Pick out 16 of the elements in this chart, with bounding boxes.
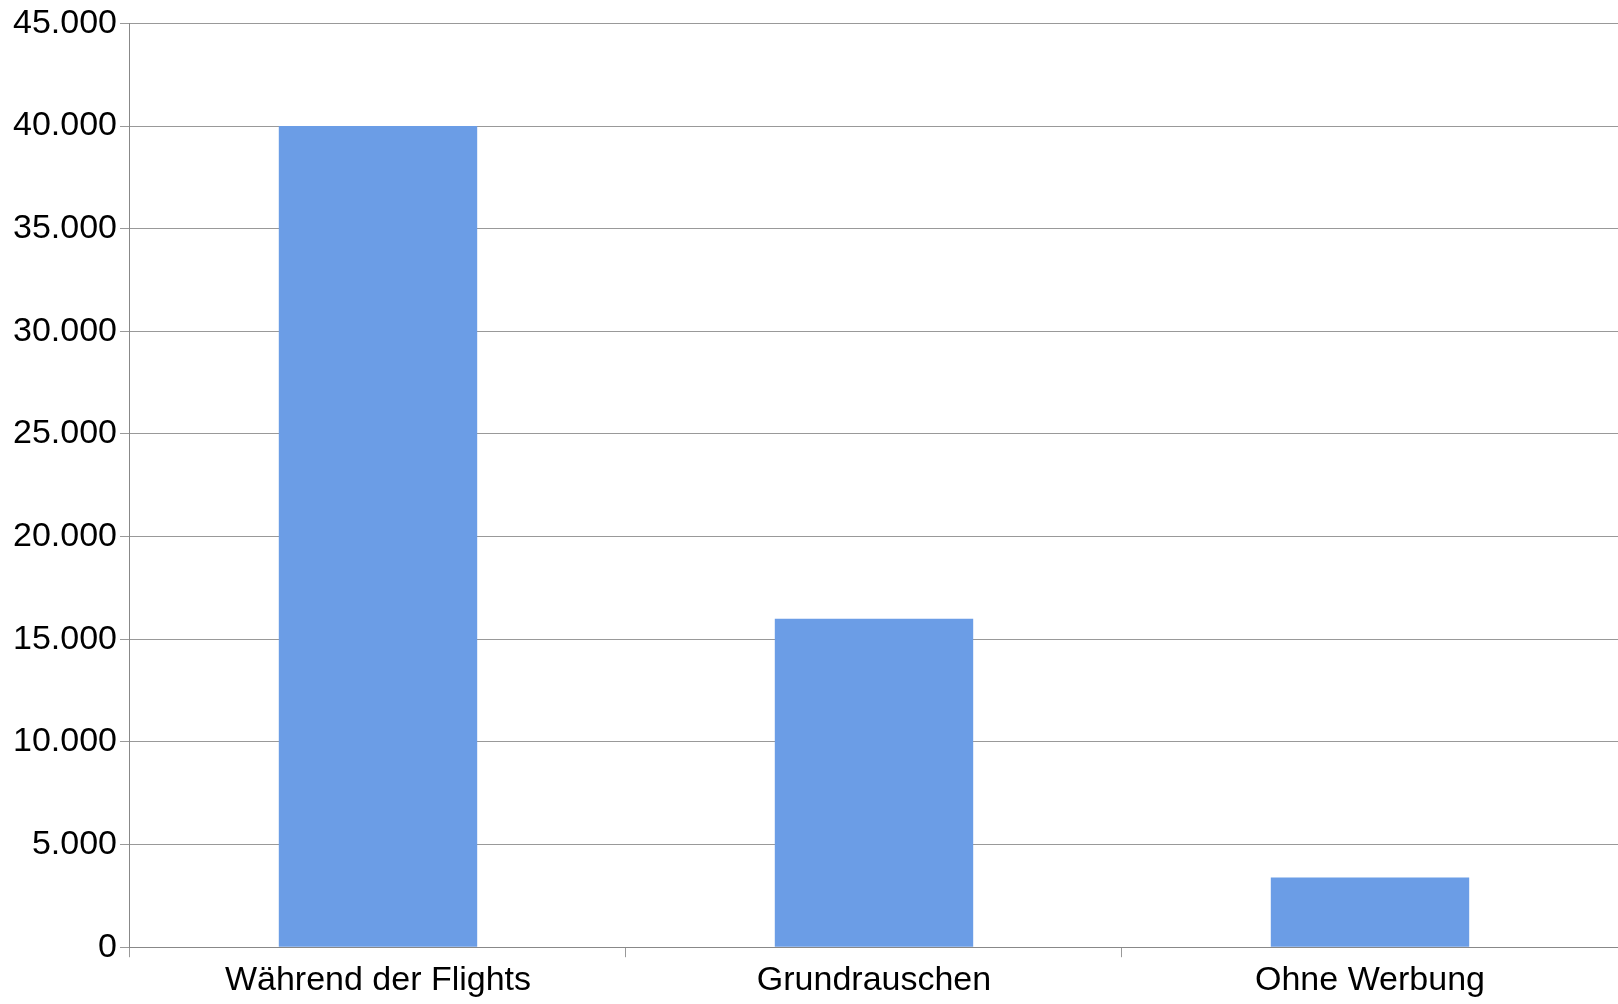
y-tick-label: 45.000 <box>12 1 117 40</box>
x-tick-label: Während der Flights <box>224 958 532 997</box>
y-tick-label: 35.000 <box>12 207 117 246</box>
y-tick-label: 40.000 <box>12 104 117 143</box>
y-tick-label: 20.000 <box>12 515 117 553</box>
y-tick-label: 25.000 <box>12 412 117 451</box>
y-tick-label: 15.000 <box>12 617 117 656</box>
x-tick-label: Grundrauschen <box>756 958 992 997</box>
bar <box>774 618 974 947</box>
y-tick-label: 10.000 <box>12 720 117 759</box>
y-tick-label: 30.000 <box>12 309 117 348</box>
bar <box>278 126 478 947</box>
y-tick-label: 0 <box>98 925 117 964</box>
x-tick-label: Ohne Werbung <box>1255 958 1485 997</box>
y-tick-label: 5.000 <box>31 822 117 861</box>
bar <box>1270 877 1470 947</box>
